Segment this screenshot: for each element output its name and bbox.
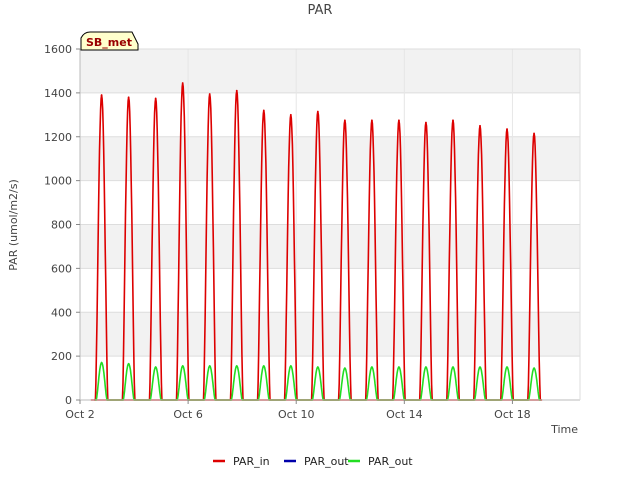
data-point	[181, 365, 184, 367]
y-tick-label: 800	[51, 219, 72, 232]
legend-item-PAR_in-0: PAR_in	[213, 455, 270, 468]
legend: PAR_in PAR_out PAR_out	[213, 455, 413, 468]
x-axis-label: Time	[550, 423, 578, 436]
data-point	[316, 366, 319, 368]
data-point	[343, 119, 346, 122]
series-PAR_out-2	[94, 361, 541, 401]
data-point	[506, 366, 508, 368]
data-point	[289, 113, 292, 116]
legend-label: PAR_out	[304, 455, 349, 468]
data-point	[398, 119, 400, 122]
y-tick-label: 400	[51, 306, 72, 319]
y-tick-label: 1400	[44, 87, 72, 100]
y-tick-label: 600	[51, 262, 72, 275]
site-label-box: SB_met	[80, 31, 139, 51]
y-ticks: 0 200 400 600 800 1000 1200 1400 1600	[44, 43, 80, 407]
data-point	[181, 82, 184, 84]
data-point	[533, 132, 535, 135]
plot-band	[80, 180, 580, 225]
data-point	[343, 367, 346, 370]
data-point	[154, 366, 157, 368]
plot-band	[80, 136, 580, 181]
data-point	[154, 97, 157, 100]
chart-title: PAR	[308, 3, 333, 18]
data-point	[262, 109, 265, 112]
data-point	[100, 361, 103, 364]
data-point	[370, 119, 373, 122]
data-point	[262, 365, 265, 367]
data-point	[479, 366, 481, 368]
y-tick-label: 1600	[44, 43, 72, 56]
data-point	[127, 96, 130, 99]
x-tick-label: Oct 6	[173, 408, 203, 421]
plot-band	[80, 49, 580, 93]
x-tick-label: Oct 14	[386, 408, 423, 421]
data-point	[100, 94, 103, 96]
data-point	[452, 119, 454, 122]
y-tick-label: 1000	[44, 175, 72, 188]
x-tick-label: Oct 18	[494, 408, 531, 421]
plot-band	[80, 312, 580, 357]
y-tick-label: 0	[65, 394, 72, 407]
data-point	[235, 365, 238, 367]
plot-band	[80, 224, 580, 269]
data-point	[398, 366, 400, 368]
y-axis-label: PAR (umol/m2/s)	[7, 179, 20, 271]
x-tick-label: Oct 2	[65, 408, 95, 421]
x-ticks: Oct 2 Oct 6 Oct 10 Oct 14 Oct 18	[65, 400, 531, 421]
x-tick-label: Oct 10	[278, 408, 315, 421]
data-point	[208, 365, 211, 367]
y-tick-label: 1200	[44, 131, 72, 144]
legend-item-PAR_out-1: PAR_out	[284, 455, 349, 468]
data-point	[479, 124, 481, 127]
data-point	[533, 367, 535, 370]
data-point	[425, 121, 427, 124]
plot-background	[80, 49, 580, 400]
plot-band	[80, 92, 580, 137]
data-point	[127, 362, 130, 365]
plot-band	[80, 356, 580, 400]
data-point	[506, 128, 508, 130]
legend-label: PAR_in	[233, 455, 270, 468]
data-point	[208, 93, 211, 95]
legend-label: PAR_out	[368, 455, 413, 468]
data-point	[370, 366, 373, 368]
legend-item-PAR_out-2: PAR_out	[348, 455, 413, 468]
site-label: SB_met	[86, 36, 132, 49]
plot-band	[80, 268, 580, 313]
data-point	[316, 110, 319, 113]
y-tick-label: 200	[51, 350, 72, 363]
data-point	[235, 89, 238, 92]
data-point	[452, 366, 454, 368]
data-point	[425, 366, 427, 368]
data-point	[289, 365, 292, 367]
